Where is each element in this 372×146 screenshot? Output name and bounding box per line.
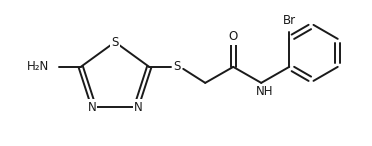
- Text: N: N: [134, 101, 142, 114]
- Text: S: S: [111, 35, 119, 48]
- Text: Br: Br: [283, 14, 296, 27]
- Text: H₂N: H₂N: [26, 60, 49, 73]
- Text: NH: NH: [256, 85, 273, 98]
- Text: S: S: [174, 60, 181, 73]
- Text: O: O: [229, 30, 238, 43]
- Text: N: N: [87, 101, 96, 114]
